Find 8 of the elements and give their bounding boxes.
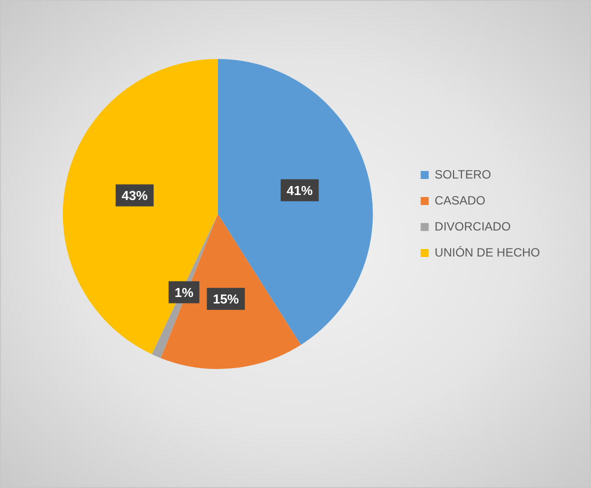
- data-label: 43%: [122, 188, 148, 203]
- legend-label: UNIÓN DE HECHO: [434, 245, 540, 260]
- data-label: 1%: [174, 284, 194, 300]
- legend-label: DIVORCIADO: [434, 219, 511, 234]
- data-label: 41%: [286, 182, 314, 198]
- data-label: 15%: [212, 291, 240, 306]
- legend-label: SOLTERO: [434, 167, 492, 182]
- legend-label: CASADO: [434, 193, 486, 208]
